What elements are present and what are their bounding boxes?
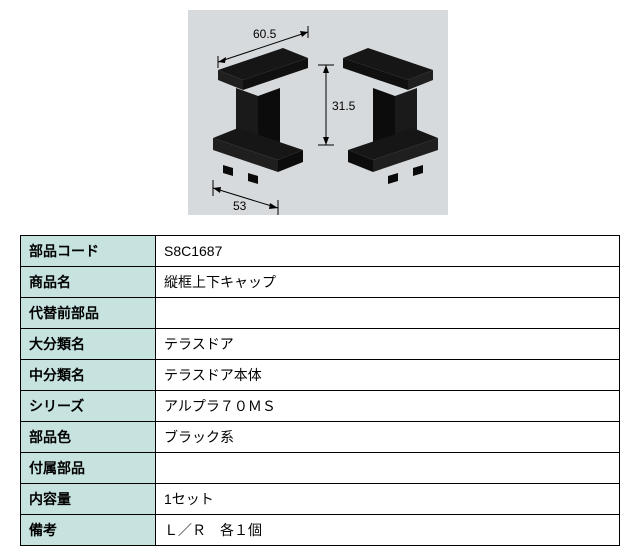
- row-value: Ｌ／Ｒ 各１個: [156, 515, 620, 546]
- row-value: テラスドア: [156, 329, 620, 360]
- table-row: 備考 Ｌ／Ｒ 各１個: [21, 515, 620, 546]
- row-value: 1セット: [156, 484, 620, 515]
- row-label: 備考: [21, 515, 156, 546]
- dim-top-width-label: 60.5: [253, 27, 277, 41]
- table-row: 部品コード S8C1687: [21, 236, 620, 267]
- row-value: テラスドア本体: [156, 360, 620, 391]
- table-row: シリーズ アルプラ７０ＭＳ: [21, 391, 620, 422]
- table-row: 内容量 1セット: [21, 484, 620, 515]
- row-value: ブラック系: [156, 422, 620, 453]
- row-value: S8C1687: [156, 236, 620, 267]
- table-row: 中分類名 テラスドア本体: [21, 360, 620, 391]
- row-label: 付属部品: [21, 453, 156, 484]
- table-row: 部品色 ブラック系: [21, 422, 620, 453]
- table-row: 商品名 縦框上下キャップ: [21, 267, 620, 298]
- dim-height: 31.5: [318, 65, 356, 145]
- part-diagram: 60.5 31.5 53: [188, 10, 448, 215]
- dim-bottom-width: 53: [213, 180, 278, 215]
- table-row: 大分類名 テラスドア: [21, 329, 620, 360]
- spec-table: 部品コード S8C1687 商品名 縦框上下キャップ 代替前部品 大分類名 テラ…: [20, 235, 620, 546]
- row-label: 部品コード: [21, 236, 156, 267]
- row-label: 代替前部品: [21, 298, 156, 329]
- page: 60.5 31.5 53: [0, 0, 640, 551]
- left-part: [213, 48, 308, 184]
- row-value: アルプラ７０ＭＳ: [156, 391, 620, 422]
- row-value: [156, 298, 620, 329]
- row-label: シリーズ: [21, 391, 156, 422]
- row-label: 大分類名: [21, 329, 156, 360]
- row-label: 部品色: [21, 422, 156, 453]
- row-value: [156, 453, 620, 484]
- row-label: 内容量: [21, 484, 156, 515]
- part-diagram-svg: 60.5 31.5 53: [188, 10, 448, 215]
- dim-height-label: 31.5: [332, 99, 356, 113]
- row-label: 商品名: [21, 267, 156, 298]
- table-row: 付属部品: [21, 453, 620, 484]
- right-part: [343, 48, 438, 184]
- row-label: 中分類名: [21, 360, 156, 391]
- table-row: 代替前部品: [21, 298, 620, 329]
- spec-table-body: 部品コード S8C1687 商品名 縦框上下キャップ 代替前部品 大分類名 テラ…: [21, 236, 620, 546]
- dim-bottom-width-label: 53: [233, 199, 247, 213]
- row-value: 縦框上下キャップ: [156, 267, 620, 298]
